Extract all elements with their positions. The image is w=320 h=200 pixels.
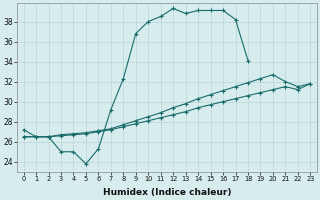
X-axis label: Humidex (Indice chaleur): Humidex (Indice chaleur) — [103, 188, 231, 197]
